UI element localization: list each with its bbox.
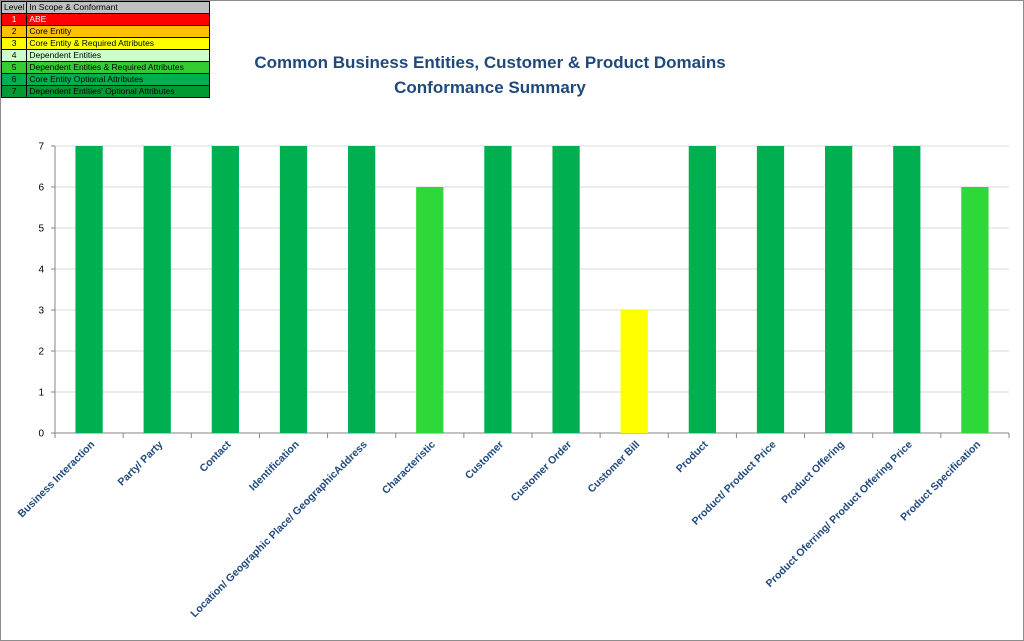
legend-row: 6 Core Entity Optional Attributes [0, 73, 211, 86]
bar [279, 146, 308, 433]
x-category-label: Contact [197, 438, 233, 474]
x-category-label: Party/ Party [116, 439, 166, 489]
bar [143, 146, 171, 433]
legend-header-level: Level [0, 1, 28, 14]
x-category-label: Product Oferring/ Product Offering Price [764, 439, 915, 590]
x-category-label: Business Interaction [16, 439, 98, 521]
legend-level: 2 [0, 25, 28, 38]
legend-row: 7 Dependent Entities' Optional Attributes [0, 85, 211, 98]
y-tick-label: 5 [38, 224, 44, 235]
x-category-label: Customer Order [509, 439, 574, 504]
chart-title: Common Business Entities, Customer & Pro… [254, 53, 726, 72]
legend-desc: Dependent Entities' Optional Attributes [26, 85, 211, 98]
bar [620, 310, 648, 433]
chart-subtitle: Conformance Summary [394, 78, 586, 97]
y-tick-label: 1 [38, 388, 44, 399]
bar [756, 146, 785, 433]
legend-desc: Dependent Entities & Required Attributes [26, 61, 211, 74]
legend-row: 5 Dependent Entities & Required Attribute… [0, 61, 211, 74]
bar [416, 187, 444, 433]
y-tick-label: 7 [38, 142, 44, 153]
y-tick-label: 3 [38, 306, 44, 317]
x-category-label: Product Specification [898, 439, 983, 524]
bar [961, 187, 989, 433]
bar [484, 146, 512, 433]
legend-level: 4 [0, 49, 28, 62]
legend-desc: ABE [26, 13, 211, 26]
x-category-label: Identification [247, 439, 302, 494]
y-tick-label: 6 [38, 183, 44, 194]
legend-header: Level In Scope & Conformant [0, 1, 211, 14]
bar [688, 146, 716, 433]
y-tick-label: 0 [38, 429, 44, 440]
legend-desc: Dependent Entities [26, 49, 211, 62]
legend-level: 7 [0, 85, 28, 98]
bar [552, 146, 580, 433]
bar [825, 146, 853, 433]
legend-row: 4 Dependent Entities [0, 49, 211, 62]
x-category-label: Product Offering [779, 439, 846, 506]
bar [893, 146, 921, 433]
y-tick-label: 2 [38, 347, 44, 358]
bar [348, 146, 376, 433]
x-category-label: Customer [463, 439, 506, 482]
legend-level: 3 [0, 37, 28, 50]
y-tick-label: 4 [38, 265, 44, 276]
x-category-label: Characteristic [380, 439, 438, 497]
bar [75, 146, 103, 433]
chart-title-block: Common Business Entities, Customer & Pro… [200, 50, 780, 100]
level-legend: Level In Scope & Conformant 1 ABE 2 Core E… [0, 1, 211, 98]
x-category-label: Product [674, 438, 711, 475]
bar [211, 146, 239, 433]
x-category-label: Customer Bill [586, 439, 643, 496]
